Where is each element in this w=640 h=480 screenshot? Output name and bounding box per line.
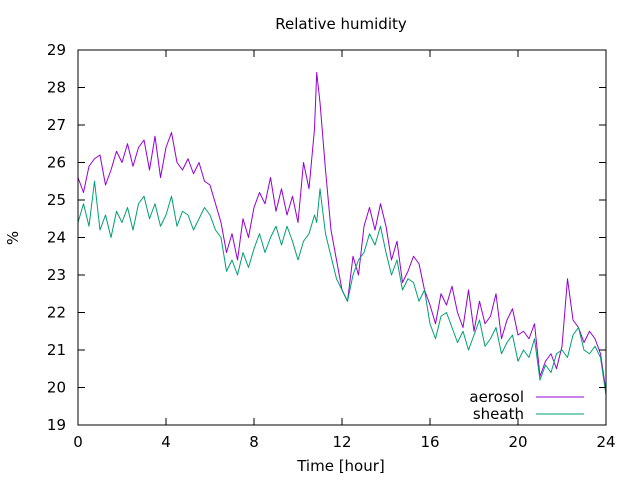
x-tick-label: 12 — [332, 433, 351, 451]
series-line-aerosol — [77, 72, 607, 392]
y-tick-label: 24 — [47, 229, 66, 247]
series-line-sheath — [77, 180, 607, 396]
x-tick-label: 0 — [73, 433, 83, 451]
y-tick-label: 19 — [47, 416, 66, 434]
y-tick-label: 26 — [47, 154, 66, 172]
y-tick-label: 21 — [47, 341, 66, 359]
legend-label-aerosol: aerosol — [469, 388, 524, 406]
y-axis-label: % — [4, 231, 22, 245]
y-tick-label: 20 — [47, 379, 66, 397]
ticks-layer: 0 4 8 12 16 20 24 19 20 21 22 23 24 25 26 27 28 29 — [47, 41, 616, 451]
plot-frame — [77, 49, 607, 426]
y-tick-label: 23 — [47, 266, 66, 284]
x-tick-label: 4 — [161, 433, 171, 451]
series-layer — [77, 72, 607, 396]
x-tick-label: 16 — [420, 433, 439, 451]
y-tick-label: 29 — [47, 41, 66, 59]
x-tick-label: 24 — [596, 433, 615, 451]
legend-label-sheath: sheath — [473, 405, 524, 423]
y-tick-label: 28 — [47, 79, 66, 97]
chart-title: Relative humidity — [275, 15, 407, 33]
x-tick-label: 20 — [508, 433, 527, 451]
y-tick-label: 25 — [47, 191, 66, 209]
y-tick-label: 22 — [47, 304, 66, 322]
y-tick-label: 27 — [47, 116, 66, 134]
x-axis-label: Time [hour] — [296, 457, 385, 475]
x-tick-label: 8 — [249, 433, 259, 451]
